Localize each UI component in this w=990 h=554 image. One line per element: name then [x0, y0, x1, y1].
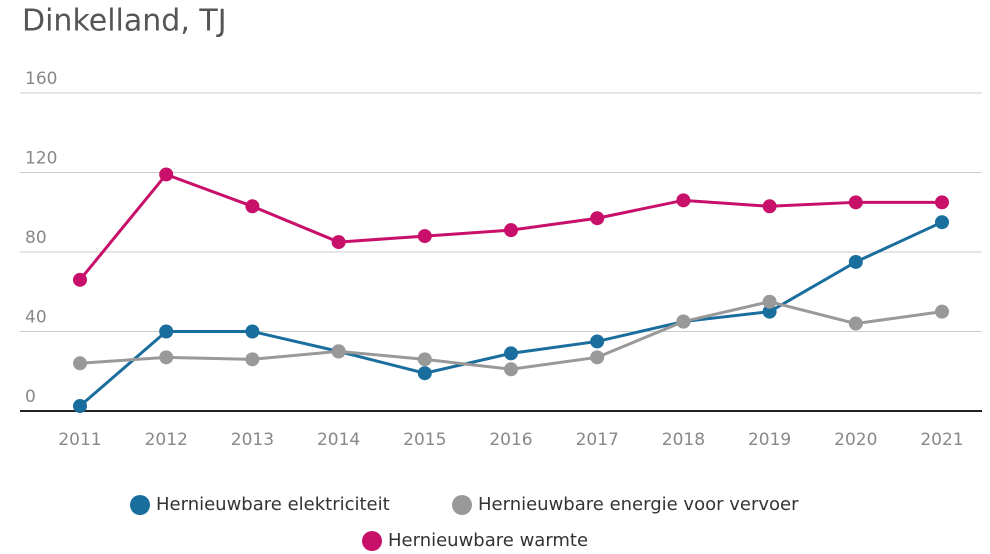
point — [504, 223, 518, 238]
point — [676, 314, 691, 329]
x-tick-label: 2011 — [58, 430, 101, 450]
x-tick-label: 2016 — [489, 430, 532, 450]
point — [590, 211, 605, 226]
point — [245, 352, 260, 367]
point — [762, 199, 777, 214]
point — [159, 167, 174, 182]
point — [676, 193, 691, 208]
point — [331, 344, 346, 359]
point — [935, 304, 949, 319]
x-tick-label: 2017 — [576, 430, 619, 450]
y-tick-label: 80 — [25, 228, 47, 248]
y-tick-label: 40 — [25, 308, 47, 328]
y-tick-label: 120 — [25, 149, 57, 169]
point — [73, 399, 87, 414]
x-tick-label: 2014 — [317, 430, 360, 450]
point — [159, 324, 174, 339]
point — [73, 356, 87, 371]
point — [417, 366, 432, 381]
x-tick-label: 2020 — [834, 430, 877, 450]
x-tick-label: 2019 — [748, 430, 791, 450]
point — [504, 346, 518, 361]
point — [245, 324, 260, 339]
legend-label: Hernieuwbare warmte — [388, 530, 588, 551]
point — [762, 294, 777, 309]
point — [848, 316, 863, 331]
point — [417, 352, 432, 367]
point — [848, 195, 863, 210]
legend-swatch — [362, 531, 382, 551]
x-tick-label: 2013 — [231, 430, 274, 450]
point — [159, 350, 174, 365]
point — [848, 254, 863, 269]
point — [417, 229, 432, 244]
legend-label: Hernieuwbare elektriciteit — [156, 494, 390, 515]
y-tick-label: 0 — [25, 387, 36, 407]
y-tick-label: 160 — [25, 69, 57, 89]
point — [331, 235, 346, 250]
point — [73, 272, 87, 287]
x-tick-label: 2015 — [403, 430, 446, 450]
chart-title: Dinkelland, TJ — [22, 4, 227, 39]
x-tick-label: 2021 — [920, 430, 963, 450]
point — [590, 350, 605, 365]
point — [762, 304, 777, 319]
point — [245, 199, 260, 214]
point — [935, 195, 949, 210]
point — [935, 215, 949, 230]
x-tick-label: 2018 — [662, 430, 705, 450]
legend-swatch — [452, 495, 472, 515]
point — [504, 362, 518, 377]
point — [590, 334, 605, 349]
legend-label: Hernieuwbare energie voor vervoer — [478, 494, 799, 515]
x-tick-label: 2012 — [145, 430, 188, 450]
legend-swatch — [130, 495, 150, 515]
